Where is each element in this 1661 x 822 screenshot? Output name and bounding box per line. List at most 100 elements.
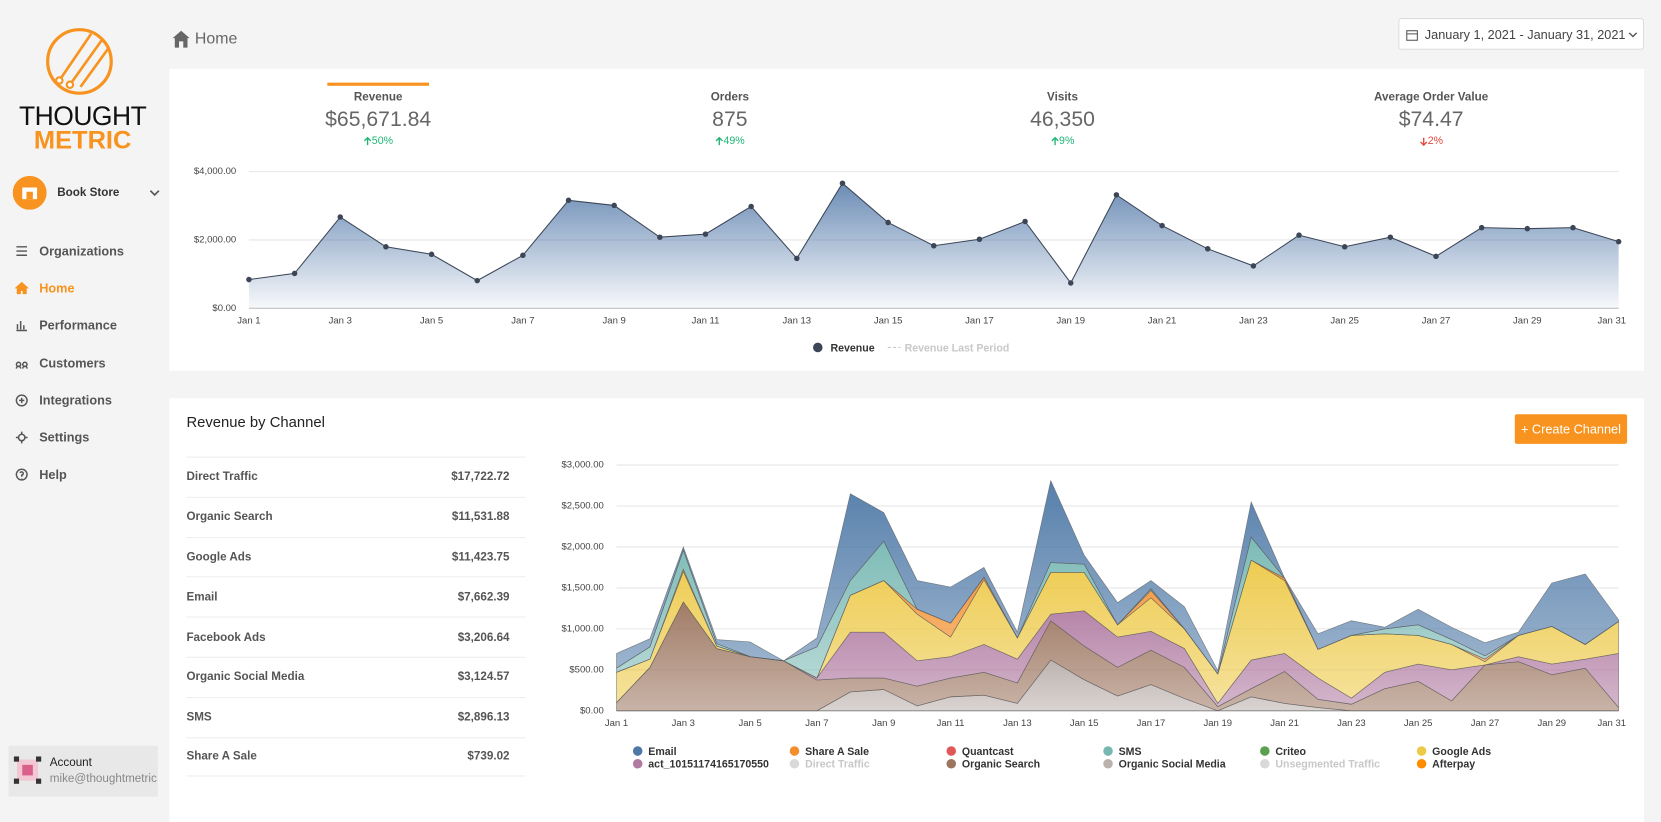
nav-label: Home bbox=[39, 280, 75, 296]
account-avatar bbox=[13, 756, 42, 784]
nav-icon bbox=[15, 431, 28, 444]
account-label: Account bbox=[49, 756, 92, 770]
date-range: January 1, 2021 - January 31, 2021 bbox=[1424, 27, 1626, 43]
kpi-value: 875 bbox=[712, 108, 748, 132]
nav-item[interactable]: Performance bbox=[15, 316, 117, 335]
store-icon bbox=[12, 175, 47, 210]
kpi-label: Visits bbox=[1047, 91, 1078, 104]
nav-item[interactable]: Organizations bbox=[15, 242, 124, 261]
channel-name: SMS bbox=[186, 710, 212, 724]
channel-name: Google Ads bbox=[186, 550, 252, 564]
channel-name: Direct Traffic bbox=[186, 470, 258, 484]
kpi-change: 9% bbox=[935, 136, 1189, 147]
nav-icon bbox=[16, 321, 28, 332]
nav-icon bbox=[15, 468, 28, 481]
nav-icon bbox=[15, 394, 28, 407]
kpi-arrow bbox=[1051, 136, 1059, 146]
nav-icon-shape bbox=[15, 431, 28, 444]
kpi-change: 49% bbox=[603, 135, 857, 148]
logo-line1: THOUGHT bbox=[19, 101, 147, 132]
kpi-value: $74.47 bbox=[1398, 108, 1464, 132]
nav-icon-shape bbox=[15, 361, 28, 369]
date-chevron bbox=[1628, 32, 1638, 38]
create-channel-button[interactable]: + Create Channel bbox=[1514, 414, 1628, 444]
kpi-arrow-shape bbox=[363, 136, 372, 146]
date-picker[interactable]: January 1, 2021 - January 31, 2021 bbox=[1398, 18, 1645, 50]
logo-line2: METRIC bbox=[33, 126, 132, 155]
nav-item[interactable]: Integrations bbox=[15, 391, 112, 410]
kpi-label: Average Order Value bbox=[1374, 91, 1489, 104]
channel-revenue: $739.02 bbox=[467, 750, 510, 764]
nav-label: Organizations bbox=[39, 243, 124, 259]
kpi-arrow-shape bbox=[715, 136, 723, 146]
channel-revenue: $17,722.72 bbox=[451, 470, 510, 484]
kpi-change-text: 2% bbox=[1427, 135, 1444, 148]
kpi-arrow bbox=[715, 136, 723, 146]
account-box[interactable]: Account mike@thoughtmetric bbox=[8, 745, 158, 797]
store-chevron[interactable] bbox=[148, 189, 161, 200]
nav-item[interactable]: Home bbox=[14, 279, 75, 298]
kpi-label: Orders bbox=[710, 91, 749, 104]
channel-name: Share A Sale bbox=[186, 750, 257, 764]
channel-revenue: $2,896.13 bbox=[457, 710, 510, 724]
channel-row: Google Ads $11,423.75 bbox=[186, 536, 526, 577]
calendar-icon bbox=[1406, 30, 1418, 41]
nav-label: Performance bbox=[39, 318, 117, 334]
kpi-change: 50% bbox=[251, 135, 505, 148]
nav-icon-shape bbox=[15, 468, 28, 481]
channel-row: Organic Search $11,531.88 bbox=[186, 496, 526, 537]
kpi[interactable]: Visits 46,350 9% bbox=[935, 91, 1189, 147]
channel-name: Organic Search bbox=[186, 510, 273, 524]
nav-item[interactable]: Customers bbox=[15, 353, 106, 372]
channel-row: Email $7,662.39 bbox=[186, 576, 526, 617]
nav-item[interactable]: Help bbox=[15, 465, 67, 484]
kpi-value: $65,671.84 bbox=[325, 108, 432, 132]
nav-label: Customers bbox=[39, 355, 106, 371]
channel-row: Direct Traffic $17,722.72 bbox=[186, 456, 526, 497]
nav-icon bbox=[15, 361, 28, 369]
channel-revenue: $11,531.88 bbox=[451, 510, 510, 524]
breadcrumb: Home bbox=[194, 29, 238, 48]
kpi[interactable]: Orders 875 49% bbox=[603, 91, 857, 147]
kpi-arrow-shape bbox=[1419, 137, 1428, 147]
kpi[interactable]: Revenue $65,671.84 50% bbox=[251, 82, 505, 148]
channel-row: SMS $2,896.13 bbox=[186, 696, 526, 737]
channel-name: Email bbox=[186, 590, 218, 604]
channel-revenue: $11,423.75 bbox=[451, 550, 510, 564]
channel-name: Organic Social Media bbox=[186, 670, 305, 684]
channel-row: Organic Social Media $3,124.57 bbox=[186, 656, 526, 697]
nav-icon bbox=[16, 246, 28, 257]
nav-icon-shape bbox=[16, 321, 28, 332]
nav-icon-shape bbox=[15, 394, 28, 407]
kpi-selected-bar bbox=[327, 82, 430, 86]
kpi-change-text: 50% bbox=[371, 135, 394, 148]
kpi-label: Revenue bbox=[353, 91, 403, 104]
channel-row: Facebook Ads $3,206.64 bbox=[186, 616, 526, 657]
kpi-arrow bbox=[363, 136, 372, 146]
nav-icon-shape bbox=[16, 246, 28, 257]
kpi[interactable]: Average Order Value $74.47 2% bbox=[1304, 91, 1558, 147]
nav-label: Settings bbox=[39, 430, 90, 445]
channel-revenue: $3,124.57 bbox=[457, 670, 510, 684]
channel-name: Facebook Ads bbox=[186, 630, 266, 644]
channel-row: Share A Sale $739.02 bbox=[186, 736, 526, 777]
nav-icon-shape bbox=[14, 282, 29, 295]
kpi-change: 2% bbox=[1304, 135, 1558, 148]
channel-revenue: $7,662.39 bbox=[457, 590, 510, 604]
account-email: mike@thoughtmetric bbox=[49, 772, 157, 785]
channel-title: Revenue by Channel bbox=[186, 413, 325, 431]
channel-revenue: $3,206.64 bbox=[457, 630, 510, 644]
kpi-arrow-shape bbox=[1051, 136, 1059, 146]
nav-label: Integrations bbox=[39, 392, 112, 408]
breadcrumb-icon bbox=[172, 30, 190, 48]
nav-label: Help bbox=[39, 467, 67, 483]
nav-icon bbox=[14, 282, 29, 295]
kpi-value: 46,350 bbox=[1030, 108, 1095, 132]
store-name[interactable]: Book Store bbox=[57, 186, 120, 200]
nav-item[interactable]: Settings bbox=[15, 428, 90, 447]
kpi-change-text: 49% bbox=[723, 135, 745, 148]
logo-mark bbox=[46, 28, 113, 95]
kpi-arrow bbox=[1419, 137, 1428, 147]
